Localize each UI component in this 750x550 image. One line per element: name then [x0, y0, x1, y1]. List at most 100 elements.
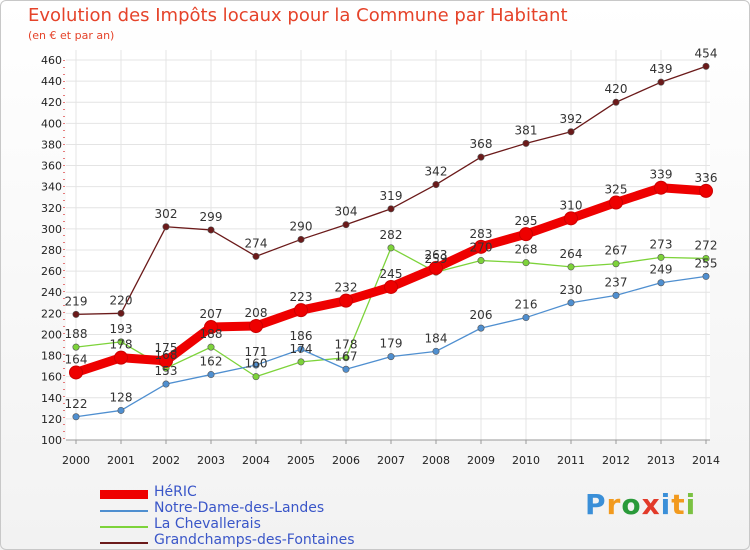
logo-letter: o	[621, 488, 642, 521]
data-point	[612, 291, 620, 299]
proxiti-logo: Proxiti	[585, 488, 696, 521]
logo-letter: i	[685, 488, 697, 521]
x-tick-label: 2009	[467, 454, 495, 467]
data-point	[204, 320, 218, 335]
y-tick-label: 140	[41, 392, 62, 405]
x-tick-label: 2005	[287, 454, 315, 467]
plot-area	[66, 50, 710, 440]
data-label: 186	[290, 329, 313, 343]
data-label: 175	[155, 341, 178, 355]
y-tick-label: 400	[41, 117, 62, 130]
data-label: 193	[110, 322, 133, 336]
data-label: 304	[335, 205, 358, 219]
data-label: 282	[380, 228, 403, 242]
data-point	[522, 314, 530, 322]
logo-letter: i	[660, 488, 672, 521]
data-label: 255	[695, 256, 718, 270]
y-tick-label: 460	[41, 54, 62, 67]
x-tick-label: 2003	[197, 454, 225, 467]
data-point	[339, 293, 353, 308]
data-point	[702, 272, 710, 280]
data-point	[657, 78, 665, 86]
y-tick-label: 180	[41, 350, 62, 363]
data-label: 230	[560, 283, 583, 297]
legend-label: Notre-Dame-des-Landes	[154, 500, 325, 516]
data-point	[159, 353, 173, 368]
data-label: 164	[65, 352, 88, 366]
data-point	[519, 227, 533, 242]
data-label: 178	[335, 338, 358, 352]
data-label: 290	[290, 219, 313, 233]
data-point	[702, 62, 710, 70]
data-point	[474, 239, 488, 254]
data-point	[612, 98, 620, 106]
data-point	[72, 310, 80, 318]
logo-letter: P	[585, 488, 607, 521]
data-label: 219	[65, 294, 88, 308]
data-point	[162, 223, 170, 231]
data-label: 128	[110, 390, 133, 404]
y-tick-label: 120	[41, 413, 62, 426]
data-point	[297, 235, 305, 243]
legend-item: La Chevallerais	[100, 516, 420, 534]
data-point	[654, 180, 668, 195]
data-point	[69, 365, 83, 380]
logo-letter: t	[671, 488, 686, 521]
chart-title: Evolution des Impôts locaux pour la Comm…	[28, 5, 568, 26]
legend-label: La Chevallerais	[154, 516, 261, 532]
data-label: 207	[200, 307, 223, 321]
data-point	[567, 263, 575, 271]
y-tick-label: 220	[41, 307, 62, 320]
logo-letter: r	[606, 488, 622, 521]
data-point	[432, 347, 440, 355]
data-point	[297, 345, 305, 353]
data-label: 263	[425, 248, 448, 262]
data-label: 319	[380, 189, 403, 203]
data-label: 342	[425, 165, 448, 179]
data-label: 325	[605, 183, 628, 197]
data-label: 283	[470, 227, 493, 241]
data-point	[477, 153, 485, 161]
y-tick-label: 340	[41, 181, 62, 194]
data-label: 270	[470, 241, 493, 255]
data-label: 264	[560, 247, 583, 261]
data-point	[477, 324, 485, 332]
data-point	[657, 279, 665, 287]
y-tick-label: 240	[41, 286, 62, 299]
data-label: 339	[650, 168, 673, 182]
y-tick-label: 320	[41, 202, 62, 215]
x-tick-label: 2011	[557, 454, 585, 467]
data-label: 223	[290, 290, 313, 304]
y-tick-label: 100	[41, 434, 62, 447]
y-tick-label: 360	[41, 160, 62, 173]
data-point	[567, 128, 575, 136]
data-point	[657, 253, 665, 261]
y-tick-label: 380	[41, 138, 62, 151]
data-label: 273	[650, 237, 673, 251]
data-label: 178	[110, 338, 133, 352]
data-point	[612, 260, 620, 268]
data-point	[699, 183, 713, 198]
legend-label: Grandchamps-des-Fontaines	[154, 532, 355, 548]
data-point	[567, 299, 575, 307]
line-chart: 100 120 140 160 180 200 220 240 260 280 300 320 340 3…	[41, 46, 720, 467]
data-point	[207, 371, 215, 379]
data-label: 336	[695, 171, 718, 185]
data-point	[429, 260, 443, 275]
chart-subtitle: (en € et par an)	[28, 29, 115, 42]
data-label: 174	[290, 342, 313, 356]
data-label: 153	[155, 364, 178, 378]
data-label: 259	[425, 252, 448, 266]
data-point	[342, 365, 350, 373]
data-label: 420	[605, 82, 628, 96]
data-point	[117, 406, 125, 414]
data-label: 299	[200, 210, 223, 224]
data-point	[522, 259, 530, 267]
data-label: 268	[515, 243, 538, 257]
data-label: 220	[110, 293, 133, 307]
data-label: 206	[470, 308, 493, 322]
x-tick-label: 2006	[332, 454, 360, 467]
data-label: 216	[515, 298, 538, 312]
data-point	[117, 338, 125, 346]
x-tick-label: 2008	[422, 454, 450, 467]
